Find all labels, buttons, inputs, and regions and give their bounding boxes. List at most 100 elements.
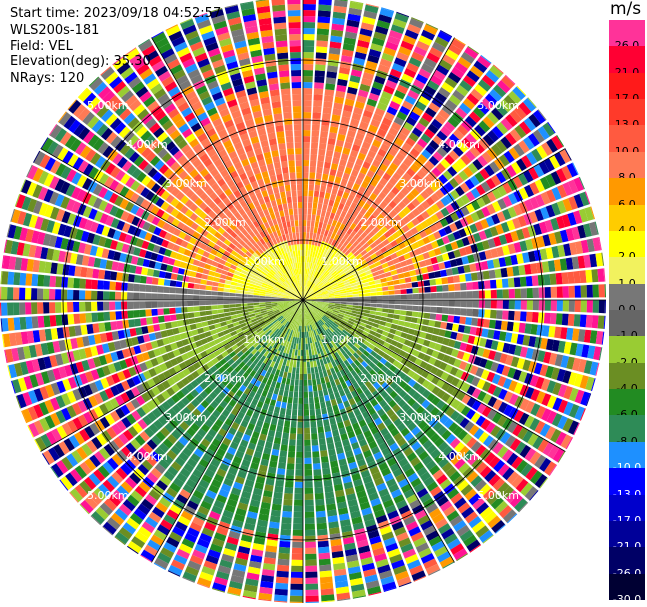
velocity-gate xyxy=(285,475,294,482)
velocity-gate xyxy=(499,99,513,113)
velocity-gate xyxy=(211,505,223,515)
velocity-gate xyxy=(284,365,289,373)
velocity-gate xyxy=(538,300,545,311)
velocity-gate xyxy=(519,240,528,252)
velocity-gate xyxy=(340,116,351,124)
velocity-gate xyxy=(316,293,323,297)
velocity-gate xyxy=(179,543,193,554)
velocity-gate xyxy=(414,343,423,351)
velocity-gate xyxy=(394,385,403,394)
velocity-gate xyxy=(478,483,492,497)
velocity-gate xyxy=(245,516,257,525)
velocity-gate xyxy=(491,188,502,200)
velocity-gate xyxy=(439,500,453,512)
velocity-gate xyxy=(400,305,407,310)
velocity-gate xyxy=(291,565,303,572)
velocity-gate xyxy=(329,279,336,284)
velocity-gate xyxy=(406,452,417,462)
velocity-gate xyxy=(325,311,332,316)
velocity-gate xyxy=(402,100,414,111)
velocity-gate xyxy=(297,319,300,326)
velocity-gate xyxy=(538,161,550,175)
velocity-gate xyxy=(324,229,329,237)
velocity-gate xyxy=(239,540,252,549)
velocity-gate xyxy=(361,424,370,433)
velocity-gate xyxy=(439,345,448,354)
velocity-gate xyxy=(298,313,301,320)
velocity-gate xyxy=(328,302,335,305)
velocity-gate xyxy=(327,180,334,188)
velocity-gate xyxy=(532,129,545,144)
velocity-gate xyxy=(440,321,448,330)
velocity-gate xyxy=(507,421,518,434)
velocity-gate xyxy=(202,453,212,463)
velocity-gate xyxy=(360,231,368,239)
velocity-gate xyxy=(501,278,509,288)
velocity-gate xyxy=(312,309,318,315)
velocity-gate xyxy=(364,380,373,389)
velocity-gate xyxy=(133,274,141,283)
velocity-gate xyxy=(453,475,465,487)
velocity-gate xyxy=(315,306,321,310)
velocity-gate xyxy=(484,228,493,239)
velocity-gate xyxy=(320,377,326,384)
velocity-gate xyxy=(311,238,316,246)
velocity-gate xyxy=(403,321,411,328)
velocity-gate xyxy=(261,569,275,577)
velocity-gate xyxy=(365,60,378,70)
velocity-gate xyxy=(411,198,421,208)
velocity-gate xyxy=(362,350,370,357)
velocity-gate xyxy=(388,227,397,235)
velocity-gate xyxy=(355,158,364,167)
velocity-gate xyxy=(439,59,453,71)
velocity-gate xyxy=(357,220,364,228)
velocity-gate xyxy=(387,191,396,200)
velocity-gate xyxy=(214,576,228,586)
velocity-gate xyxy=(414,446,426,456)
velocity-gate xyxy=(214,272,221,278)
velocity-gate xyxy=(406,294,413,300)
velocity-gate xyxy=(197,577,212,588)
velocity-gate xyxy=(267,366,273,374)
velocity-gate xyxy=(156,524,170,536)
velocity-gate xyxy=(475,525,490,538)
velocity-gate xyxy=(73,313,81,324)
velocity-gate xyxy=(518,140,530,154)
velocity-gate xyxy=(181,313,189,320)
velocity-gate xyxy=(457,502,471,514)
velocity-gate xyxy=(236,551,249,561)
velocity-gate xyxy=(307,288,312,294)
velocity-gate xyxy=(332,11,346,20)
velocity-gate xyxy=(334,378,341,386)
velocity-gate xyxy=(400,289,407,294)
velocity-gate xyxy=(475,461,488,474)
velocity-gate xyxy=(329,212,336,220)
velocity-gate xyxy=(349,339,356,346)
velocity-gate xyxy=(329,527,340,535)
velocity-gate xyxy=(299,301,303,308)
velocity-gate xyxy=(403,375,412,384)
velocity-gate xyxy=(212,314,219,320)
velocity-gate xyxy=(378,488,390,498)
velocity-gate xyxy=(324,89,335,97)
velocity-gate xyxy=(348,461,358,470)
velocity-gate xyxy=(223,292,230,297)
velocity-gate xyxy=(315,52,327,60)
velocity-gate xyxy=(487,438,499,451)
velocity-gate xyxy=(376,514,388,524)
velocity-gate xyxy=(361,368,369,376)
velocity-gate xyxy=(246,511,258,520)
velocity-gate xyxy=(273,491,283,499)
velocity-gate xyxy=(413,575,427,582)
velocity-gate xyxy=(297,307,301,314)
velocity-gate xyxy=(466,437,478,449)
velocity-gate xyxy=(290,379,295,386)
velocity-gate xyxy=(493,236,502,247)
velocity-gate xyxy=(352,291,359,295)
velocity-gate xyxy=(396,84,409,95)
velocity-gate xyxy=(242,590,257,599)
velocity-gate xyxy=(378,570,393,580)
velocity-gate xyxy=(299,313,301,320)
velocity-gate xyxy=(305,523,315,530)
velocity-gate xyxy=(305,250,308,257)
